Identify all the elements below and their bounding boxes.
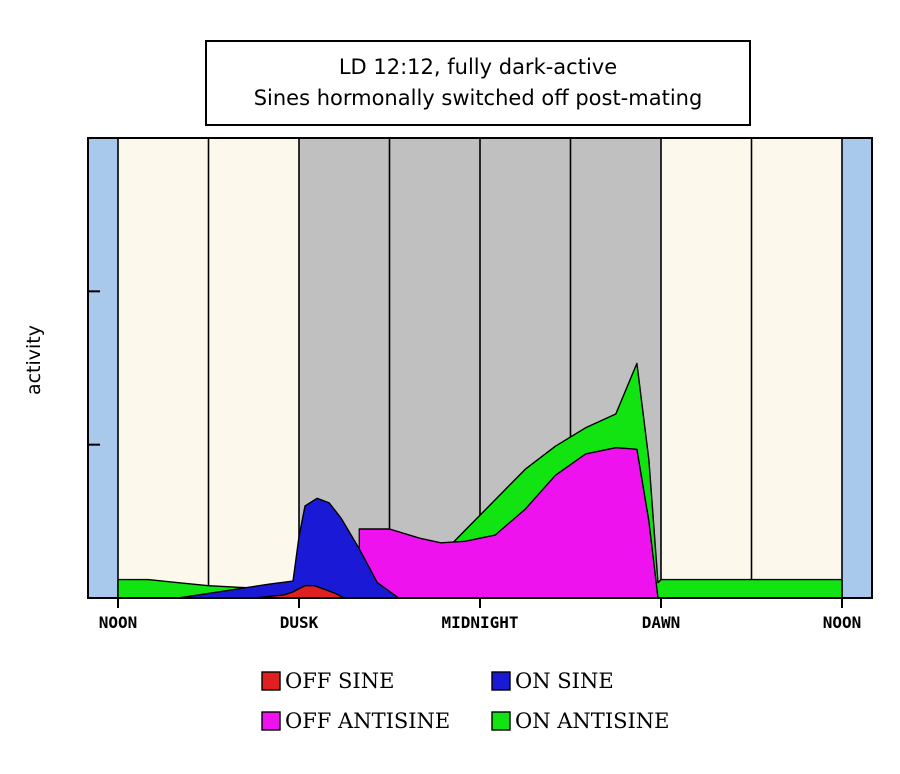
legend-label-on-sine: ON SINE	[515, 669, 614, 693]
axes: activity NOON DUSK MIDNIGHT DAWN NOON	[23, 137, 873, 632]
legend-label-on-antisine: ON ANTISINE	[515, 709, 670, 733]
x-tick-label: DUSK	[280, 613, 319, 632]
x-tick-label: DAWN	[642, 613, 681, 632]
legend-swatch-on-antisine	[491, 711, 511, 731]
legend-label-off-sine: OFF SINE	[285, 669, 394, 693]
series-off-antisine	[358, 447, 659, 599]
legend-swatch-off-sine	[261, 671, 281, 691]
legend-label-off-antisine: OFF ANTISINE	[285, 709, 450, 733]
plot-areas	[117, 362, 843, 599]
x-tick-label: MIDNIGHT	[441, 613, 518, 632]
y-axis-label: activity	[23, 325, 45, 395]
chart-title-box: LD 12:12, fully dark-active Sines hormon…	[205, 40, 751, 126]
chart-subtitle: Sines hormonally switched off post-matin…	[253, 86, 703, 110]
edge-band-right	[842, 138, 872, 598]
chart-title: LD 12:12, fully dark-active	[338, 55, 618, 79]
legend: OFF SINE ON SINE OFF ANTISINE ON ANTISINE	[261, 669, 670, 733]
x-tick-label: NOON	[823, 613, 862, 632]
edge-band-left	[88, 138, 118, 598]
legend-swatch-on-sine	[491, 671, 511, 691]
series-off-sine	[253, 585, 345, 599]
x-tick-label: NOON	[99, 613, 138, 632]
legend-swatch-off-antisine	[261, 711, 281, 731]
series-on-sine	[177, 497, 409, 599]
